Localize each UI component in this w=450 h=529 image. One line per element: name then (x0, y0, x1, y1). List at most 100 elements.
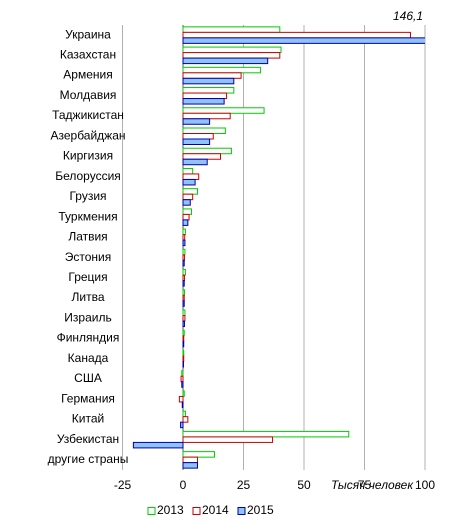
bar (182, 234, 186, 241)
bar (182, 213, 190, 221)
y-tick-label: Китай (72, 412, 104, 426)
x-tick-label: 50 (297, 478, 311, 492)
y-tick-label: Эстония (65, 250, 112, 264)
bar (182, 107, 265, 114)
bar (182, 280, 185, 287)
x-tick-label: 0 (180, 478, 187, 492)
bar (182, 178, 196, 186)
bar (181, 401, 184, 408)
bar (182, 118, 211, 125)
bar (181, 381, 184, 388)
bar (182, 451, 215, 458)
bar (182, 355, 185, 362)
bar (182, 208, 192, 215)
bar (182, 239, 186, 247)
bar (182, 315, 186, 322)
y-tick-label: США (74, 371, 102, 385)
y-tick-label: Финляндия (57, 331, 120, 345)
bar (182, 188, 199, 195)
bar (182, 31, 411, 39)
bar (182, 390, 185, 397)
bar (182, 456, 199, 464)
y-tick-label: Азербайджан (50, 128, 125, 142)
bar (182, 289, 185, 296)
bar (182, 335, 185, 342)
y-tick-label: Латвия (68, 230, 107, 244)
bar (182, 259, 185, 267)
bar (182, 340, 185, 348)
bar (182, 430, 350, 438)
bar (182, 416, 189, 423)
bar (182, 350, 185, 357)
bar (182, 147, 232, 155)
legend-swatch (192, 507, 201, 515)
bar (182, 46, 282, 54)
legend-label: 2014 (202, 503, 229, 517)
bar (182, 57, 269, 65)
bar (182, 127, 226, 134)
y-tick-label: Украина (65, 27, 111, 41)
bar (182, 112, 231, 120)
y-tick-label: Израиль (64, 310, 111, 324)
bar (182, 193, 194, 201)
bar (180, 421, 184, 429)
bar (182, 87, 235, 94)
bar (182, 167, 194, 175)
bar (182, 52, 281, 59)
y-tick-label: Германия (61, 391, 115, 405)
bar (182, 133, 214, 140)
y-tick-label: Канада (68, 351, 109, 365)
y-tick-label: Белоруссия (55, 169, 121, 183)
y-tick-label: Казахстан (60, 48, 116, 62)
x-tick-label: 100 (415, 478, 435, 492)
bar (182, 410, 186, 418)
bar (182, 300, 185, 307)
bar (182, 92, 228, 100)
bar (181, 370, 184, 377)
bar (182, 320, 185, 328)
bar (182, 98, 225, 105)
plot-area (132, 26, 425, 469)
bar (182, 158, 208, 166)
bar (182, 462, 199, 469)
y-tick-label: другие страны (48, 452, 129, 466)
x-tick-label: 25 (237, 478, 251, 492)
bar (182, 37, 425, 44)
bar (182, 72, 242, 79)
bar (132, 441, 184, 449)
x-axis-title: Тысяч человек (331, 478, 414, 492)
y-tick-label: Туркмения (58, 209, 117, 223)
bar (178, 395, 184, 403)
data-label: 146,1 (393, 9, 423, 23)
legend-label: 2013 (157, 503, 184, 517)
y-tick-label: Грузия (69, 189, 106, 203)
y-tick-label: Киргизия (63, 149, 113, 163)
bar (182, 274, 185, 282)
bar (182, 228, 186, 236)
y-tick-label: Молдавия (60, 88, 117, 102)
y-tick-label: Литва (72, 290, 105, 304)
y-tick-label: Армения (63, 68, 112, 82)
bar (182, 138, 211, 145)
bar (182, 329, 185, 337)
legend-label: 2015 (247, 503, 274, 517)
bar (182, 294, 185, 302)
bar (182, 269, 186, 276)
y-tick-label: Узбекистан (57, 432, 119, 446)
bar (182, 77, 235, 85)
bar (182, 436, 274, 443)
bar (182, 309, 186, 317)
bar (182, 219, 189, 226)
y-tick-label: Таджикистан (52, 108, 124, 122)
bar (182, 248, 186, 256)
legend-swatch (237, 507, 246, 515)
bar (180, 375, 184, 383)
bar (182, 26, 281, 33)
x-tick-label: 75 (358, 478, 372, 492)
y-tick-label: Греция (68, 270, 107, 284)
bar (182, 199, 191, 206)
bar (182, 153, 222, 160)
x-tick-label: -25 (114, 478, 132, 492)
bar (182, 173, 200, 180)
